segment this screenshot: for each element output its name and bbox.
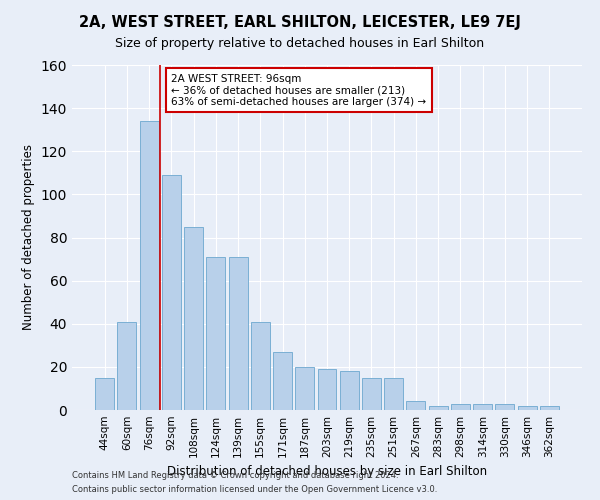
Text: 2A, WEST STREET, EARL SHILTON, LEICESTER, LE9 7EJ: 2A, WEST STREET, EARL SHILTON, LEICESTER… [79,15,521,30]
Bar [340,371,359,410]
Bar [251,322,270,410]
Bar [496,404,514,410]
Bar [118,322,136,410]
Text: 2A WEST STREET: 96sqm
← 36% of detached houses are smaller (213)
63% of semi-det: 2A WEST STREET: 96sqm ← 36% of detached … [172,74,427,107]
Bar [162,175,181,410]
Bar [317,369,337,410]
Y-axis label: Number of detached properties: Number of detached properties [22,144,35,330]
Bar [273,352,292,410]
Bar [451,404,470,410]
Bar [518,406,536,410]
Bar [184,226,203,410]
Bar [429,406,448,410]
Bar [95,378,114,410]
Bar [406,402,425,410]
Bar [384,378,403,410]
Bar [295,367,314,410]
Bar [140,121,158,410]
Bar [473,404,492,410]
X-axis label: Distribution of detached houses by size in Earl Shilton: Distribution of detached houses by size … [167,466,487,478]
Text: Contains public sector information licensed under the Open Government Licence v3: Contains public sector information licen… [72,486,437,494]
Bar [540,406,559,410]
Bar [362,378,381,410]
Bar [206,257,225,410]
Text: Contains HM Land Registry data © Crown copyright and database right 2024.: Contains HM Land Registry data © Crown c… [72,470,398,480]
Text: Size of property relative to detached houses in Earl Shilton: Size of property relative to detached ho… [115,38,485,51]
Bar [229,257,248,410]
